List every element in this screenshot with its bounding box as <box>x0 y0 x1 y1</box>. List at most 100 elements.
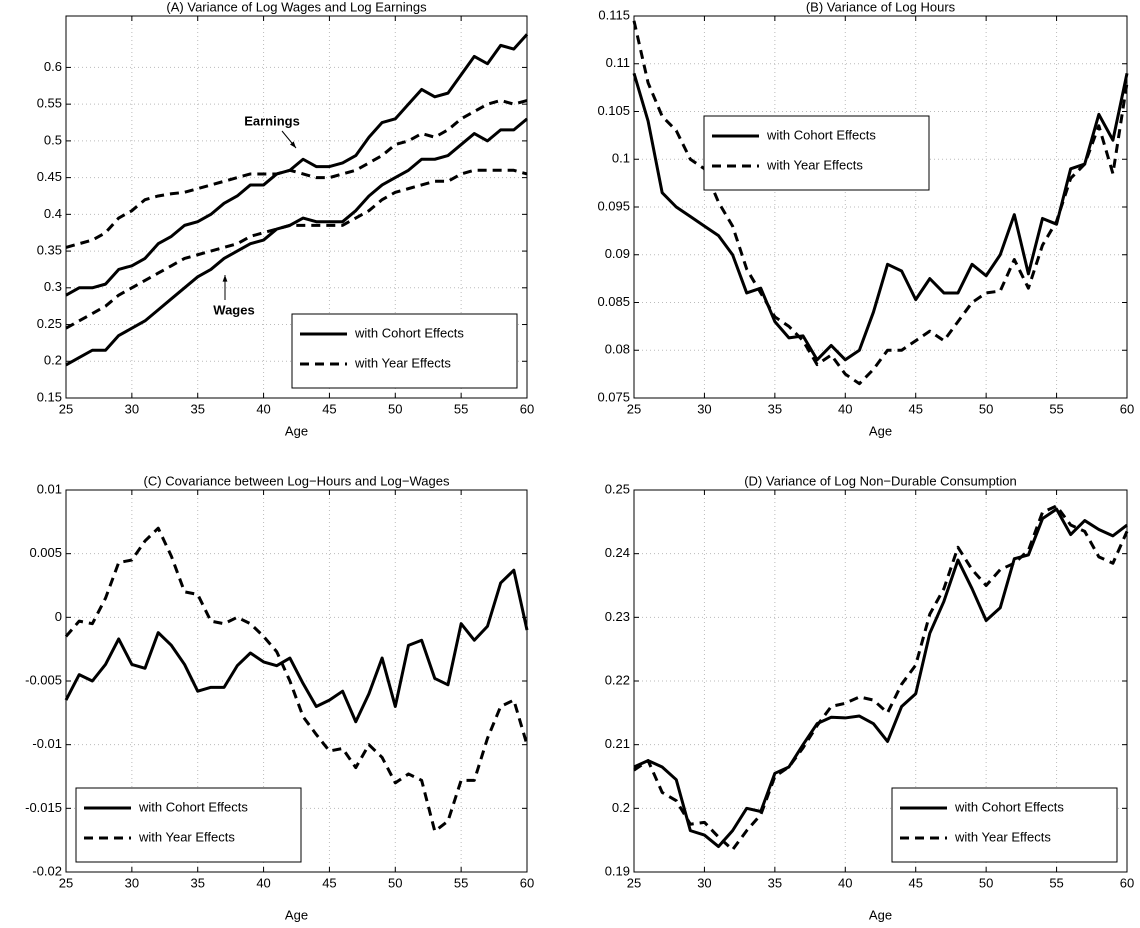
legend-label: with Year Effects <box>354 355 451 370</box>
x-tick-label: 45 <box>908 875 922 890</box>
axes-frame <box>633 489 1128 873</box>
y-tick-label: 0.3 <box>44 279 62 294</box>
y-tick-label: 0.25 <box>605 481 630 496</box>
y-tick-label: 0.35 <box>37 243 62 258</box>
x-tick-label: 45 <box>322 875 336 890</box>
x-tick-label: 30 <box>697 875 711 890</box>
x-tick-label: 25 <box>59 401 73 416</box>
legend-label: with Year Effects <box>954 829 1051 844</box>
x-tick-label: 60 <box>1120 875 1134 890</box>
y-tick-label: 0.45 <box>37 169 62 184</box>
y-tick-label: 0.01 <box>37 481 62 496</box>
x-tick-label: 30 <box>697 401 711 416</box>
y-tick-label: 0.15 <box>37 389 62 404</box>
y-tick-label: -0.005 <box>25 672 62 687</box>
y-tick-label: 0.6 <box>44 59 62 74</box>
x-axis-label: Age <box>869 907 892 922</box>
data-line <box>64 568 529 724</box>
annotation: Earnings <box>244 113 300 128</box>
x-tick-label: 30 <box>125 401 139 416</box>
data-line <box>65 33 529 297</box>
y-tick-label: 0.2 <box>44 353 62 368</box>
x-tick-label: 45 <box>908 401 922 416</box>
x-tick-label: 50 <box>388 875 402 890</box>
x-tick-label: 40 <box>838 401 852 416</box>
legend-label: with Year Effects <box>138 829 235 844</box>
data-line <box>65 98 528 249</box>
y-tick-label: 0.22 <box>605 672 630 687</box>
data-line <box>632 72 1129 362</box>
chart-title: (A) Variance of Log Wages and Log Earnin… <box>166 0 427 14</box>
annotation-arrowhead <box>222 275 228 282</box>
x-tick-label: 50 <box>388 401 402 416</box>
annotation: Wages <box>213 302 254 317</box>
legend-label: with Year Effects <box>766 157 863 172</box>
x-tick-label: 50 <box>979 875 993 890</box>
axes-frame <box>65 15 528 399</box>
y-tick-label: 0.25 <box>37 316 62 331</box>
x-axis-label: Age <box>869 423 892 438</box>
x-tick-label: 50 <box>979 401 993 416</box>
y-tick-label: 0.09 <box>605 246 630 261</box>
x-tick-label: 60 <box>1120 401 1134 416</box>
y-tick-label: 0.24 <box>605 545 630 560</box>
x-tick-label: 40 <box>838 875 852 890</box>
data-line <box>65 168 528 330</box>
y-tick-label: 0.115 <box>598 7 630 22</box>
x-tick-label: 55 <box>454 875 468 890</box>
x-tick-label: 45 <box>322 401 336 416</box>
y-tick-label: 0.105 <box>597 103 630 118</box>
y-tick-label: 0.4 <box>44 206 62 221</box>
y-tick-label: 0.1 <box>612 151 630 166</box>
legend-box <box>291 313 518 389</box>
chart-title: (D) Variance of Log Non−Durable Consumpt… <box>744 473 1017 488</box>
y-tick-label: 0.55 <box>37 96 62 111</box>
x-tick-label: 55 <box>1049 875 1063 890</box>
y-tick-label: 0.2 <box>612 800 630 815</box>
x-tick-label: 25 <box>627 401 641 416</box>
legend-label: with Cohort Effects <box>954 799 1064 814</box>
legend-label: with Cohort Effects <box>138 799 248 814</box>
y-tick-label: -0.01 <box>32 736 62 751</box>
x-axis-label: Age <box>285 907 308 922</box>
x-tick-label: 40 <box>256 401 270 416</box>
x-tick-label: 35 <box>768 401 782 416</box>
x-tick-label: 60 <box>520 401 534 416</box>
x-tick-label: 60 <box>520 875 534 890</box>
legend-box <box>891 787 1118 863</box>
y-tick-label: 0 <box>55 609 62 624</box>
x-tick-label: 55 <box>454 401 468 416</box>
y-tick-label: 0.11 <box>606 55 630 70</box>
x-tick-label: 30 <box>125 875 139 890</box>
y-tick-label: 0.075 <box>597 389 630 404</box>
y-tick-label: -0.015 <box>25 800 62 815</box>
x-axis-label: Age <box>285 423 308 438</box>
legend-box <box>75 787 302 863</box>
axes-frame <box>633 15 1128 399</box>
x-tick-label: 40 <box>256 875 270 890</box>
legend-label: with Cohort Effects <box>766 127 876 142</box>
axes-frame <box>65 489 528 873</box>
x-tick-label: 35 <box>768 875 782 890</box>
data-line <box>633 504 1129 852</box>
y-tick-label: 0.095 <box>597 198 630 213</box>
annotation-arrowhead <box>289 141 296 148</box>
x-tick-label: 35 <box>190 875 204 890</box>
chart-title: (C) Covariance between Log−Hours and Log… <box>144 473 450 488</box>
y-tick-label: 0.23 <box>605 609 630 624</box>
x-tick-label: 35 <box>190 401 204 416</box>
y-tick-label: 0.005 <box>29 545 62 560</box>
y-tick-label: 0.21 <box>605 736 630 751</box>
x-tick-label: 25 <box>59 875 73 890</box>
y-tick-label: 0.08 <box>605 342 630 357</box>
x-tick-label: 25 <box>627 875 641 890</box>
data-line <box>632 20 1129 386</box>
y-tick-label: -0.02 <box>32 863 62 878</box>
legend-box <box>703 115 930 191</box>
data-line <box>65 117 528 367</box>
y-tick-label: 0.5 <box>44 132 62 147</box>
data-line <box>633 507 1128 849</box>
chart-title: (B) Variance of Log Hours <box>806 0 956 14</box>
plot-area <box>634 16 1127 398</box>
